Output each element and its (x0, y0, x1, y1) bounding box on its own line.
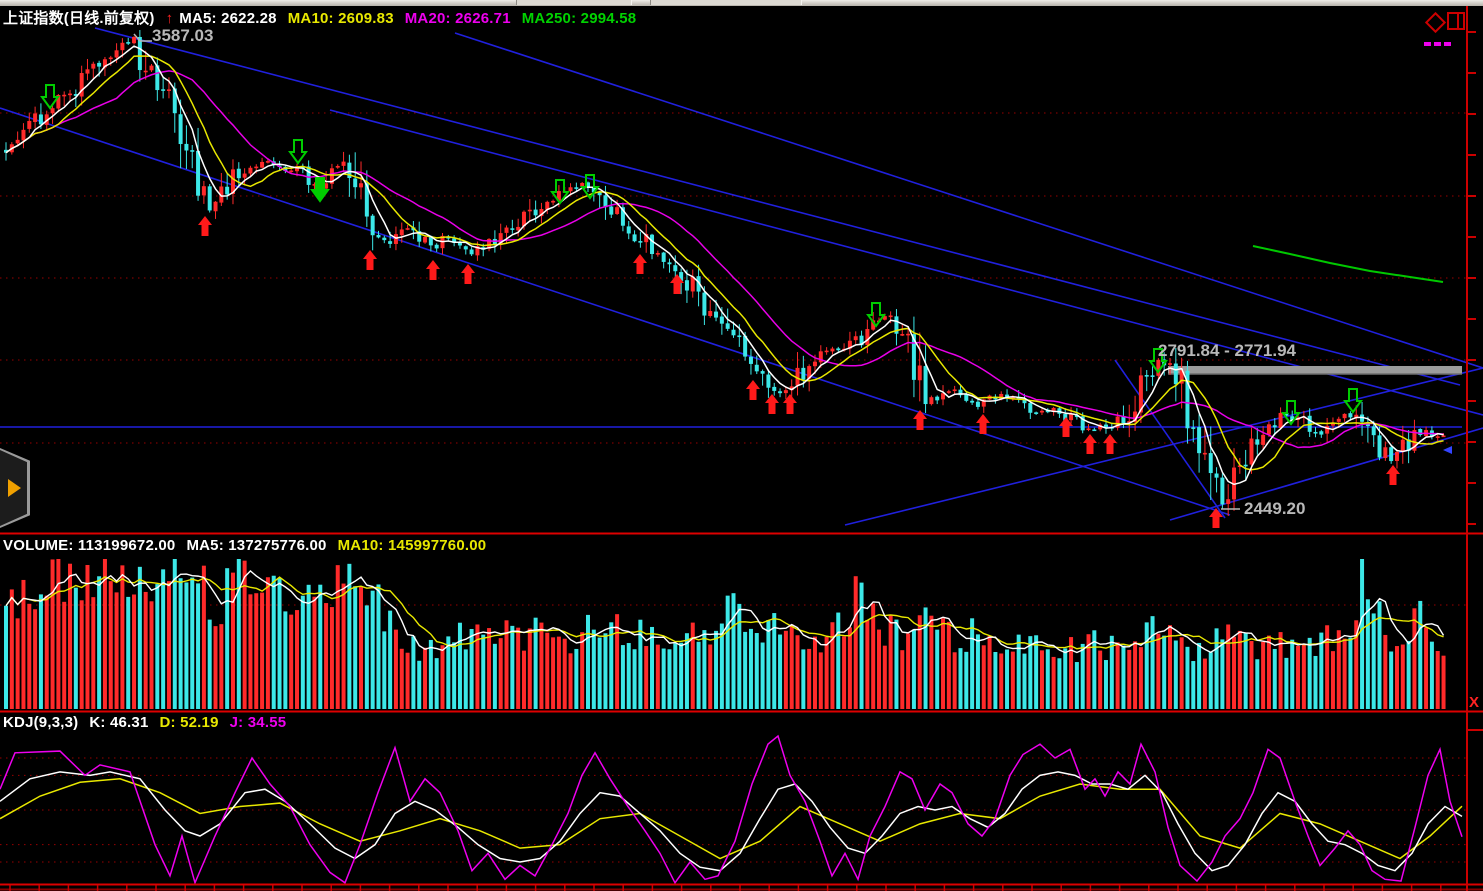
resistance-range-label: 2791.84 - 2771.94 (1158, 341, 1297, 360)
main-chart-header: 上证指数(日线.前复权) ↑ MA5: 2622.28 MA10: 2609.83 MA… (3, 7, 647, 28)
expand-right-arrow-icon (8, 479, 21, 497)
volume-value: VOLUME: 113199672.00 (3, 537, 176, 554)
volume-ma5-value: MA5: 137275776.00 (186, 537, 327, 554)
selection-dashes-icon (1424, 33, 1454, 51)
kdj-indicator-name: KDJ(9,3,3) (3, 714, 79, 731)
kdj-k-value: K: 46.31 (89, 714, 149, 731)
titlebar-segment (650, 0, 802, 5)
up-arrow-icon: ↑ (165, 10, 174, 27)
split-window-divider (1457, 14, 1459, 28)
kdj-j-value: J: 34.55 (229, 714, 287, 731)
kdj-panel-header: KDJ(9,3,3) K: 46.31 D: 52.19 J: 34.55 (3, 714, 297, 731)
window-titlebar-strip (0, 0, 1483, 6)
volume-ma10-value: MA10: 145997760.00 (337, 537, 487, 554)
ma5-value: MA5: 2622.28 (179, 10, 277, 27)
ma250-value: MA250: 2994.58 (521, 10, 637, 27)
panel-close-button[interactable]: X (1469, 694, 1480, 711)
trough-price-label: 2449.20 (1244, 499, 1306, 518)
ma10-value: MA10: 2609.83 (287, 10, 394, 27)
ma20-value: MA20: 2626.71 (404, 10, 511, 27)
split-window-icon[interactable] (1447, 12, 1465, 30)
peak-price-label: 3587.03 (152, 26, 214, 45)
titlebar-segment (516, 0, 632, 5)
sidebar-expand-tab[interactable] (0, 448, 30, 528)
kdj-d-value: D: 52.19 (159, 714, 219, 731)
volume-panel-header: VOLUME: 113199672.00 MA5: 137275776.00 MA1… (3, 537, 497, 554)
symbol-title: 上证指数(日线.前复权) (3, 10, 155, 27)
